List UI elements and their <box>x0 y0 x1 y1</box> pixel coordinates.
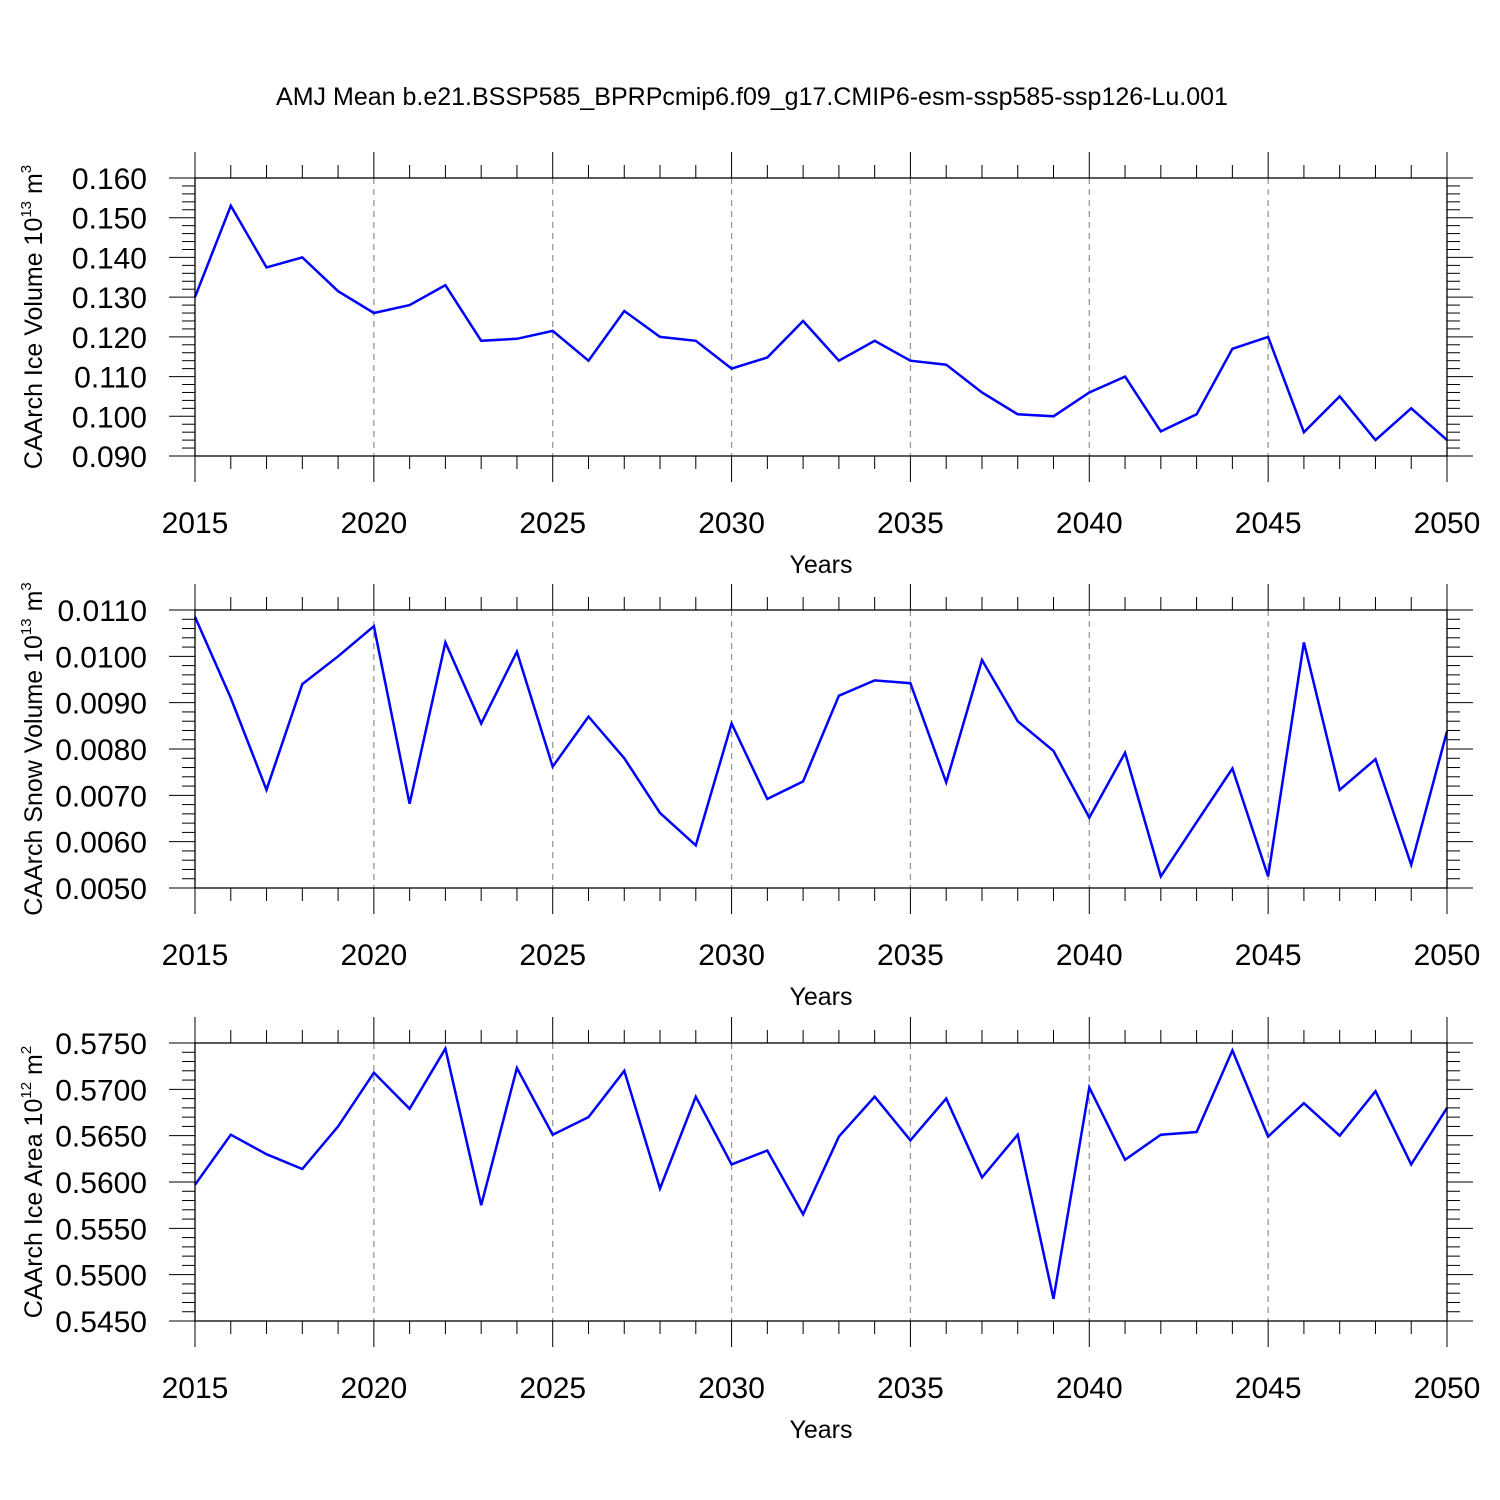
panels: 0.090 0.100 0.110 0.120 0.130 0.140 0.150 0.160… <box>18 152 1480 1444</box>
panel-2: 0.0050 0.0060 0.0070 0.0080 0.0090 0.0100 0.01… <box>18 582 1480 1011</box>
y-tick-label: 0.0100 <box>55 641 147 674</box>
y-axis-title: CAArch Snow Volume 1013 m3 <box>18 582 48 916</box>
x-tick-label: 2040 <box>1056 939 1123 972</box>
y-axis-title-unit-exponent: 3 <box>18 165 35 173</box>
y-axis-title-unit-exponent: 2 <box>18 1046 35 1054</box>
series-line <box>193 616 1449 880</box>
y-tick-label: 0.0090 <box>55 688 147 721</box>
x-tick-label: 2025 <box>519 939 586 972</box>
x-tick-label: 2035 <box>877 1372 944 1405</box>
y-tick-label: 0.5700 <box>55 1074 147 1107</box>
x-tick-label: 2015 <box>162 507 229 540</box>
y-axis-title-exponent: 13 <box>18 618 35 635</box>
x-tick-label: 2015 <box>162 939 229 972</box>
y-axis-title-exponent: 13 <box>18 201 35 218</box>
chart-title: AMJ Mean b.e21.BSSP585_BPRPcmip6.f09_g17… <box>276 83 1228 111</box>
x-tick-label: 2045 <box>1235 507 1302 540</box>
y-tick-label: 0.0050 <box>55 873 147 906</box>
y-tick-label: 0.150 <box>72 203 147 236</box>
y-tick-label: 0.100 <box>72 401 147 434</box>
y-axis-title-text: CAArch Ice Area 10 <box>20 1099 48 1319</box>
y-tick-label: 0.0070 <box>55 780 147 813</box>
plot-frame <box>194 1042 1448 1322</box>
y-axis-title: CAArch Ice Area 1012 m2 <box>18 1046 48 1318</box>
y-tick-label: 0.110 <box>74 362 147 395</box>
plot-frame <box>194 609 1448 889</box>
x-tick-label: 2040 <box>1056 1372 1123 1405</box>
y-axis-title-unit-exponent: 3 <box>18 582 35 590</box>
x-tick-label: 2030 <box>698 939 765 972</box>
plot-frame <box>194 177 1448 457</box>
y-tick-label: 0.0080 <box>55 734 147 767</box>
y-axis-title-text: CAArch Snow Volume 10 <box>20 635 48 916</box>
y-tick-label: 0.0110 <box>57 595 147 628</box>
y-axis-title-unit: m <box>20 1054 48 1082</box>
y-tick-label: 0.5750 <box>55 1028 147 1061</box>
y-axis-title-unit: m <box>20 173 48 201</box>
x-tick-label: 2045 <box>1235 939 1302 972</box>
x-tick-label: 2020 <box>340 1372 407 1405</box>
x-tick-label: 2030 <box>698 1372 765 1405</box>
x-tick-label: 2020 <box>340 507 407 540</box>
x-tick-label: 2050 <box>1414 939 1481 972</box>
x-axis-title: Years <box>789 983 852 1011</box>
panel-1: 0.090 0.100 0.110 0.120 0.130 0.140 0.150 0.160… <box>18 152 1480 579</box>
y-tick-label: 0.090 <box>72 441 147 474</box>
y-axis-title-exponent: 12 <box>18 1082 35 1099</box>
x-axis-title: Years <box>789 1416 852 1444</box>
y-tick-label: 0.160 <box>72 163 147 196</box>
y-tick-label: 0.5500 <box>55 1260 147 1293</box>
y-axis-title-unit: m <box>20 591 48 619</box>
x-tick-label: 2045 <box>1235 1372 1302 1405</box>
x-tick-label: 2015 <box>162 1372 229 1405</box>
y-tick-label: 0.5550 <box>55 1213 147 1246</box>
x-tick-label: 2040 <box>1056 507 1123 540</box>
x-tick-label: 2050 <box>1414 507 1481 540</box>
y-tick-label: 0.5600 <box>55 1167 147 1200</box>
y-tick-label: 0.120 <box>72 322 147 355</box>
panel-3: 0.5450 0.5500 0.5550 0.5600 0.5650 0.5700 0.57… <box>18 1017 1480 1444</box>
x-tick-label: 2050 <box>1414 1372 1481 1405</box>
x-tick-label: 2035 <box>877 507 944 540</box>
x-tick-label: 2035 <box>877 939 944 972</box>
x-tick-label: 2025 <box>519 1372 586 1405</box>
y-tick-label: 0.0060 <box>55 827 147 860</box>
x-axis-title: Years <box>789 551 852 579</box>
y-tick-label: 0.5650 <box>55 1121 147 1154</box>
y-tick-label: 0.140 <box>72 242 147 275</box>
y-axis-title: CAArch Ice Volume 1013 m3 <box>18 165 48 469</box>
series-line <box>193 1045 1449 1300</box>
x-tick-label: 2020 <box>340 939 407 972</box>
series-line <box>193 202 1448 442</box>
x-tick-label: 2030 <box>698 507 765 540</box>
y-tick-label: 0.130 <box>72 282 147 315</box>
y-axis-title-text: CAArch Ice Volume 10 <box>20 218 48 470</box>
y-tick-label: 0.5450 <box>55 1306 147 1339</box>
x-tick-label: 2025 <box>519 507 586 540</box>
